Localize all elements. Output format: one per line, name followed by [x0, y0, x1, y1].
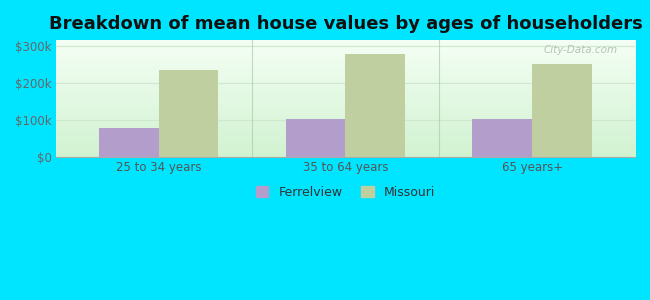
Bar — [285, 119, 345, 157]
Bar — [99, 128, 159, 157]
Bar — [159, 70, 218, 157]
Bar — [345, 54, 405, 157]
Title: Breakdown of mean house values by ages of householders: Breakdown of mean house values by ages o… — [49, 15, 642, 33]
Text: City-Data.com: City-Data.com — [543, 45, 618, 55]
Legend: Ferrelview, Missouri: Ferrelview, Missouri — [251, 181, 440, 204]
Bar — [473, 119, 532, 157]
Bar — [532, 64, 592, 157]
